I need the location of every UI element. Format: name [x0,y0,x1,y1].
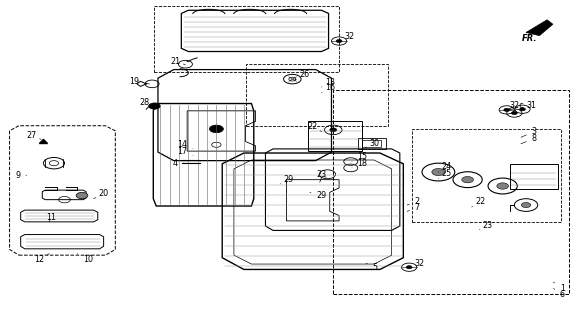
Text: 32: 32 [339,32,354,42]
Text: 16: 16 [322,83,335,93]
Text: 9: 9 [15,171,26,180]
Text: 17: 17 [177,147,193,156]
Text: 23: 23 [316,170,326,179]
Circle shape [432,169,445,176]
Text: 22: 22 [307,122,322,132]
Text: 21: 21 [170,57,185,66]
Text: 5: 5 [366,263,378,272]
Circle shape [330,128,337,132]
Text: 28: 28 [140,98,154,107]
Text: 23: 23 [479,220,492,230]
Circle shape [511,111,517,115]
Text: 6: 6 [554,288,565,299]
Text: 7: 7 [407,203,420,212]
Text: 31: 31 [522,101,537,110]
Circle shape [462,177,474,183]
Circle shape [504,108,510,111]
Text: 32: 32 [409,259,424,268]
Text: 32c: 32c [510,101,524,110]
Circle shape [521,203,531,208]
Polygon shape [39,140,48,143]
Text: FR.: FR. [522,34,537,43]
Circle shape [497,183,508,189]
Text: 14: 14 [177,140,193,149]
Text: 29: 29 [310,191,327,200]
Text: 3: 3 [521,127,537,137]
Text: 30: 30 [365,139,379,148]
Text: 19: 19 [130,77,149,86]
Text: 26: 26 [295,70,309,80]
Text: 15: 15 [352,152,367,162]
Text: 29: 29 [281,175,294,184]
Text: 10: 10 [77,253,93,264]
Circle shape [336,39,342,43]
Text: 8: 8 [521,134,537,144]
Text: 25: 25 [438,169,451,178]
Circle shape [519,108,525,111]
Polygon shape [526,20,553,36]
Text: 24: 24 [438,163,451,172]
Text: 4: 4 [173,159,184,168]
Circle shape [149,103,160,109]
Text: 20: 20 [94,189,109,199]
Text: 2: 2 [407,197,420,206]
Circle shape [210,125,224,133]
Text: 27: 27 [26,131,41,140]
Text: 1: 1 [554,282,565,293]
Text: 18: 18 [352,159,367,168]
Text: 13: 13 [322,78,335,87]
Text: 22: 22 [472,197,485,207]
Text: 11: 11 [46,212,56,222]
Circle shape [76,192,88,199]
Circle shape [406,266,412,269]
Text: 12: 12 [34,253,49,264]
